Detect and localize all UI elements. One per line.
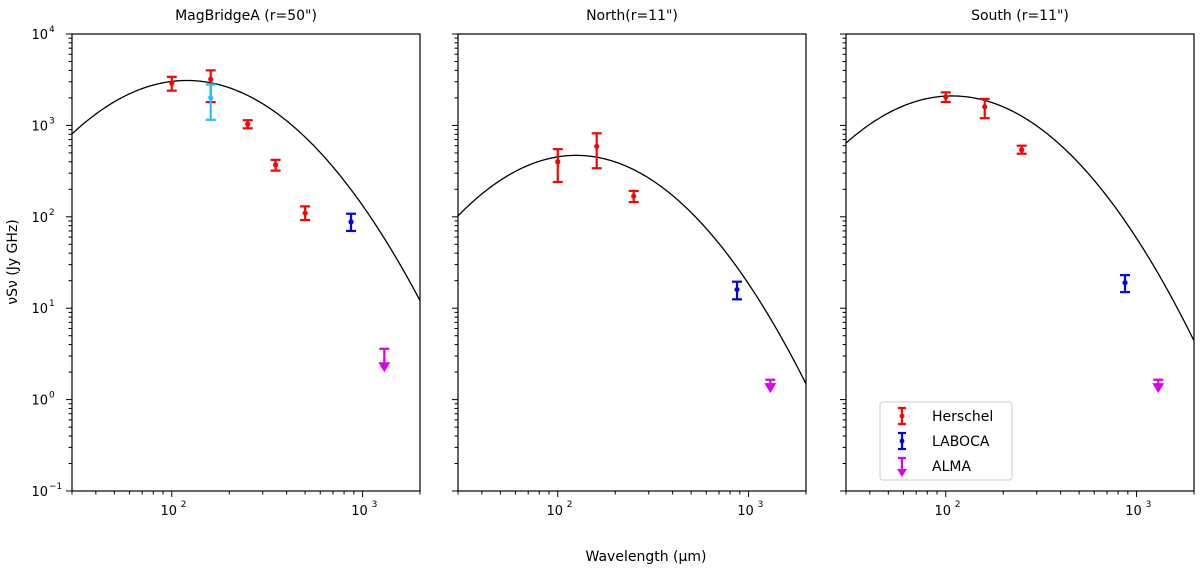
model-curve (846, 95, 1194, 342)
panel-title: North(r=11") (586, 8, 678, 24)
data-marker (208, 95, 214, 101)
data-point-herschel (552, 148, 563, 184)
legend-entry-alma: ALMA (897, 456, 971, 477)
upper-limit-arrow (378, 362, 391, 373)
y-axis-label: νSν (Jy GHz) (5, 219, 21, 305)
axes-frame (845, 33, 1195, 492)
y-tick-label: 10 (31, 211, 48, 226)
data-marker (982, 104, 988, 110)
y-tick-label: 10 (31, 28, 48, 43)
y-tick-exponent: 4 (49, 25, 55, 35)
data-marker (734, 286, 740, 293)
y-tick-exponent: 3 (49, 116, 55, 126)
axes-frame (71, 33, 421, 492)
data-point-herschel (166, 75, 177, 92)
data-marker (208, 76, 214, 82)
legend-entry-herschel: Herschel (898, 406, 993, 426)
data-point-herschel (242, 119, 253, 130)
data-marker (943, 94, 949, 100)
legend-entry-laboca: LABOCA (898, 431, 990, 451)
legend-label: LABOCA (932, 434, 990, 450)
y-tick-label: 10 (31, 119, 48, 134)
data-marker (594, 143, 600, 149)
y-tick-exponent: 2 (49, 208, 55, 218)
legend-label: ALMA (932, 459, 971, 475)
panel-title: MagBridgeA (r=50") (175, 8, 317, 24)
data-point-laboca (346, 212, 357, 233)
data-marker (631, 193, 637, 199)
data-point-laboca (732, 280, 743, 301)
x-tick-label: 10 (546, 504, 563, 519)
data-point-pacs-160 (205, 83, 216, 121)
upper-limit-arrow (764, 383, 777, 394)
data-point-alma (1152, 378, 1165, 394)
y-tick-label: 10 (31, 485, 48, 500)
axes-frame (457, 33, 807, 492)
data-marker (1122, 280, 1128, 286)
data-point-alma (764, 378, 777, 394)
data-point-herschel (270, 158, 281, 172)
data-point-herschel (940, 91, 951, 104)
x-tick-exponent: 3 (1146, 500, 1152, 510)
data-point-herschel (1016, 144, 1027, 155)
legend-marker (899, 413, 905, 419)
data-point-herschel (979, 97, 990, 120)
data-marker (302, 210, 308, 216)
legend: Herschel LABOCA ALMA (879, 401, 1013, 481)
y-tick-label: 10 (31, 394, 48, 409)
x-tick-label: 10 (351, 504, 368, 519)
data-marker (555, 159, 561, 165)
data-point-herschel (628, 189, 639, 204)
model-curve (72, 79, 420, 301)
legend-arrow (897, 469, 907, 477)
x-tick-exponent: 2 (567, 500, 573, 510)
data-marker (1019, 147, 1025, 153)
legend-label: Herschel (932, 409, 993, 425)
legend-frame (879, 401, 1013, 481)
x-tick-exponent: 3 (372, 500, 378, 510)
panel-title: South (r=11") (971, 8, 1069, 24)
x-axis-label: Wavelength (μm) (586, 549, 707, 565)
x-tick-label: 10 (934, 504, 951, 519)
x-tick-exponent: 3 (758, 500, 764, 510)
y-tick-exponent: −1 (49, 482, 62, 492)
y-tick-label: 10 (31, 302, 48, 317)
x-tick-label: 10 (1125, 504, 1142, 519)
panel-2: North(r=11") 10 2 10 3 (452, 8, 807, 519)
y-tick-exponent: 0 (49, 391, 55, 401)
model-curve (458, 154, 806, 385)
x-tick-exponent: 2 (955, 500, 961, 510)
panel-3: South (r=11") 10 2 10 3 (840, 8, 1195, 519)
x-tick-label: 10 (160, 504, 177, 519)
panel-1: MagBridgeA (r=50")10 2 10 310 −110 010 110 210 3… (31, 8, 421, 519)
data-marker (245, 121, 251, 127)
data-marker (272, 162, 279, 168)
data-point-alma (378, 347, 391, 373)
x-tick-exponent: 2 (181, 500, 187, 510)
upper-limit-arrow (1152, 383, 1165, 394)
legend-marker (899, 438, 905, 444)
data-point-laboca (1120, 274, 1131, 294)
data-point-herschel (300, 205, 311, 222)
data-marker (348, 219, 354, 225)
data-marker (169, 80, 175, 86)
y-tick-exponent: 1 (49, 299, 55, 309)
data-point-herschel (591, 132, 602, 170)
x-tick-label: 10 (737, 504, 754, 519)
